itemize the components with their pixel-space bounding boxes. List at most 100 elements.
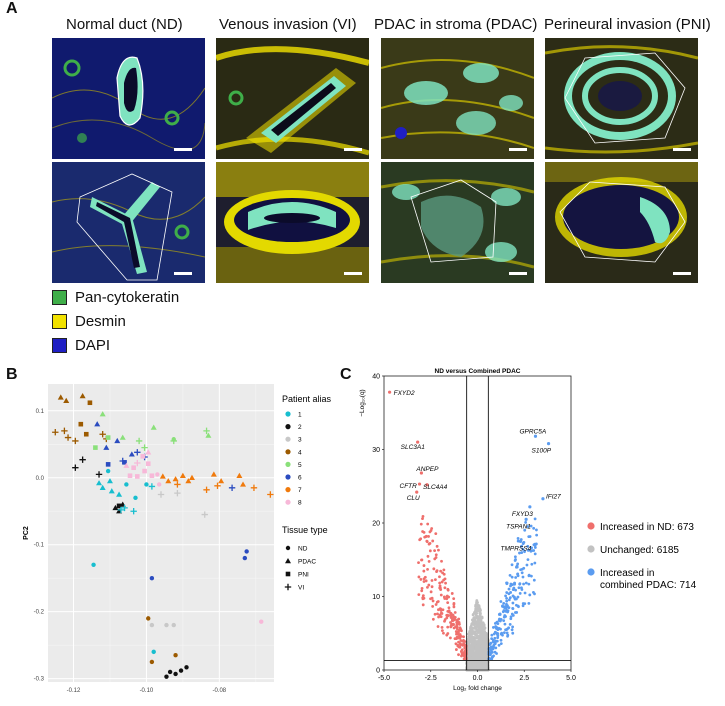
volcano-point bbox=[420, 558, 424, 562]
pca-point bbox=[171, 437, 176, 442]
desmin-swatch bbox=[52, 314, 67, 329]
panel-a-letter: A bbox=[6, 0, 18, 17]
volcano-point bbox=[532, 578, 536, 582]
patient-legend-marker bbox=[285, 424, 291, 430]
volcano-point bbox=[507, 598, 511, 602]
volcano-point bbox=[520, 588, 524, 591]
volcano-point bbox=[520, 544, 523, 548]
volcano-point bbox=[432, 567, 436, 571]
volcano-point bbox=[496, 622, 500, 626]
micrograph-vi-1 bbox=[216, 38, 369, 159]
volcano-point bbox=[515, 611, 519, 614]
volcano-point bbox=[452, 626, 456, 630]
volcano-point bbox=[422, 569, 426, 573]
volcano-point bbox=[422, 564, 426, 567]
pca-point bbox=[78, 421, 84, 427]
volcano-point bbox=[422, 580, 426, 583]
volcano-point bbox=[428, 530, 432, 534]
volcano-point bbox=[458, 642, 462, 645]
volcano-point bbox=[469, 640, 473, 644]
pca-point bbox=[157, 491, 165, 498]
volcano-point bbox=[443, 619, 446, 623]
y-tick-label: 0 bbox=[376, 668, 380, 675]
volcano-point bbox=[429, 597, 432, 601]
volcano-point bbox=[507, 626, 511, 630]
gene-point bbox=[419, 471, 423, 475]
volcano-point bbox=[480, 629, 484, 632]
volcano-point bbox=[476, 636, 480, 640]
volcano-point bbox=[490, 633, 494, 637]
volcano-point bbox=[477, 629, 480, 632]
pca-point bbox=[142, 468, 147, 474]
pca-point bbox=[105, 468, 111, 474]
pca-point bbox=[134, 449, 141, 456]
pca-point bbox=[79, 393, 86, 399]
volcano-point bbox=[471, 653, 475, 657]
micrograph-pni-1 bbox=[545, 38, 698, 159]
volcano-point bbox=[427, 583, 431, 587]
pca-point bbox=[72, 437, 79, 445]
gene-label: ANPEP bbox=[415, 466, 439, 473]
volcano-title: ND versus Combined PDAC bbox=[435, 368, 521, 375]
volcano-point bbox=[463, 652, 467, 656]
volcano-point bbox=[535, 528, 538, 532]
pca-point bbox=[250, 484, 258, 491]
pca-point bbox=[140, 454, 146, 459]
volcano-point bbox=[519, 568, 523, 572]
volcano-point bbox=[473, 651, 477, 655]
volcano-point bbox=[459, 649, 463, 653]
volcano-point bbox=[475, 649, 479, 653]
pca-point bbox=[185, 478, 192, 484]
volcano-legend-label: Increased in ND: 673 bbox=[600, 522, 694, 533]
pca-point bbox=[203, 486, 210, 494]
pca-point bbox=[240, 481, 247, 487]
volcano-point bbox=[446, 614, 450, 618]
volcano-point bbox=[521, 547, 525, 551]
volcano-point bbox=[453, 611, 457, 614]
pca-point bbox=[135, 437, 143, 445]
gene-label: FXYD3 bbox=[512, 511, 533, 518]
volcano-point bbox=[521, 602, 525, 605]
volcano-point bbox=[494, 646, 498, 650]
pca-point bbox=[218, 478, 225, 484]
volcano-point bbox=[428, 549, 432, 553]
pca-point bbox=[150, 424, 157, 430]
x-tick-label: -0.08 bbox=[212, 688, 226, 694]
patient-legend-label: 6 bbox=[298, 475, 302, 482]
x-tick-label: -2.5 bbox=[425, 675, 437, 682]
pca-point bbox=[179, 472, 186, 478]
volcano-point bbox=[467, 664, 470, 668]
stain-legend-pan-cytokeratin: Pan-cytokeratin bbox=[52, 289, 179, 306]
volcano-point bbox=[508, 622, 512, 626]
volcano-point bbox=[479, 655, 483, 659]
volcano-point bbox=[456, 636, 460, 640]
micrograph-nd-1 bbox=[52, 38, 205, 159]
volcano-point bbox=[528, 593, 532, 597]
pca-point bbox=[149, 473, 155, 479]
volcano-point bbox=[457, 653, 460, 657]
volcano-point bbox=[529, 574, 533, 578]
patient-legend-title: Patient alias bbox=[282, 394, 332, 404]
volcano-point bbox=[482, 623, 486, 626]
pca-point bbox=[121, 504, 128, 512]
pca-point bbox=[122, 460, 127, 465]
pca-point bbox=[145, 449, 152, 455]
gene-point bbox=[388, 390, 392, 394]
volcano-point bbox=[434, 578, 437, 582]
gene-label: TSPAN1 bbox=[506, 523, 531, 530]
volcano-point bbox=[429, 590, 433, 594]
volcano-point bbox=[500, 631, 504, 635]
pca-point bbox=[112, 504, 119, 511]
y-tick-label: -0.2 bbox=[34, 610, 45, 616]
volcano-point bbox=[435, 569, 439, 573]
volcano-point bbox=[482, 662, 486, 666]
volcano-point bbox=[445, 594, 449, 598]
volcano-point bbox=[526, 544, 530, 548]
y-tick-label: 40 bbox=[372, 374, 380, 381]
volcano-point bbox=[515, 597, 518, 601]
volcano-point bbox=[502, 631, 506, 635]
pca-point bbox=[52, 429, 59, 436]
volcano-point bbox=[446, 609, 450, 613]
volcano-point bbox=[440, 629, 444, 633]
pca-point bbox=[165, 478, 172, 484]
